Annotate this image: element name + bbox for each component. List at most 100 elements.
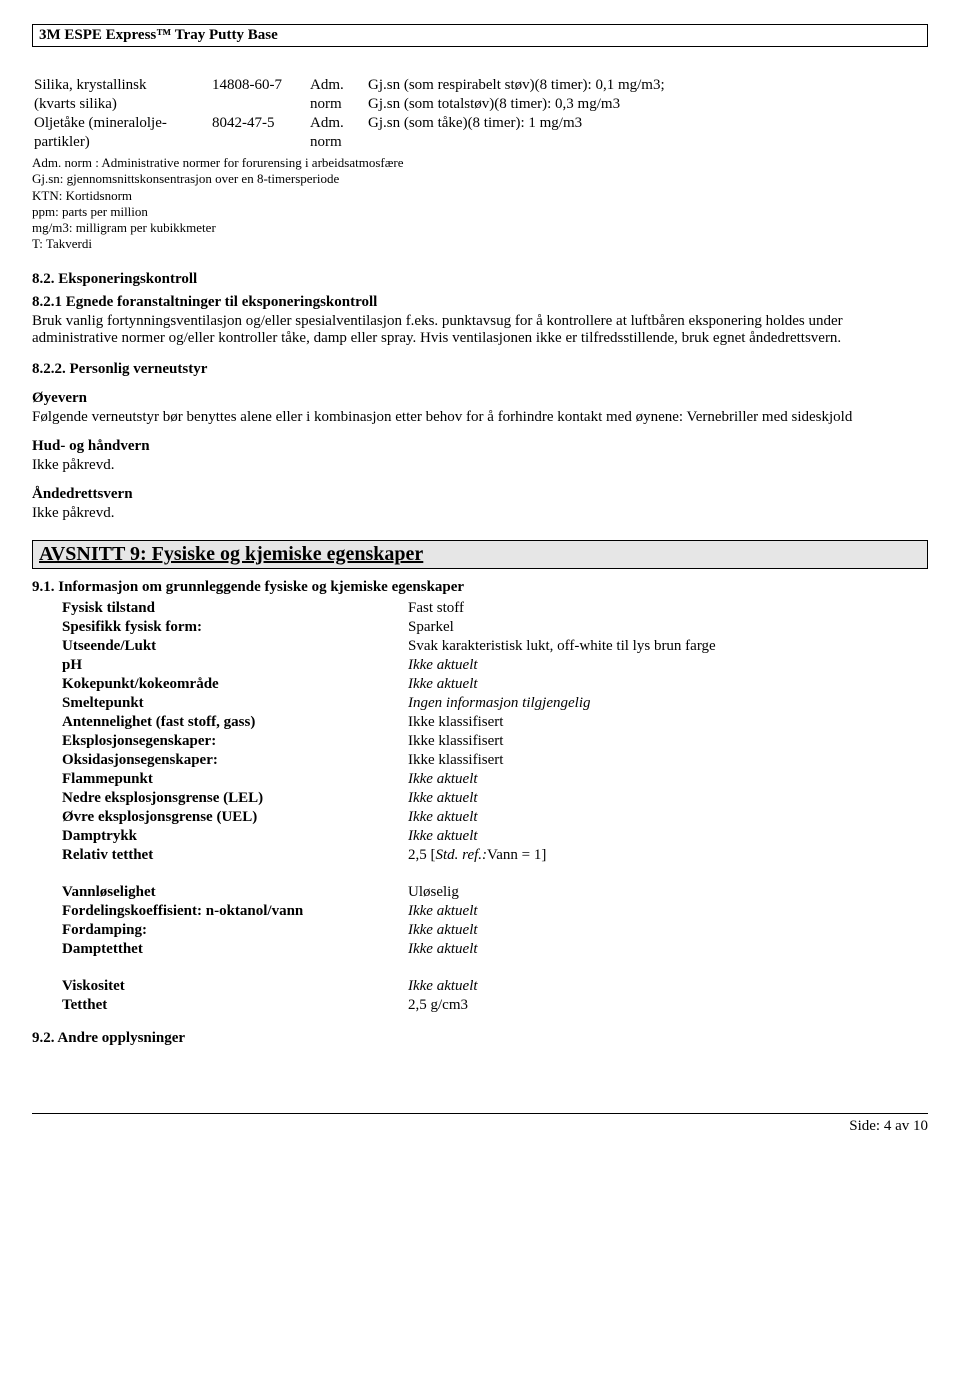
- property-label: Øvre eksplosjonsgrense (UEL): [62, 809, 406, 826]
- property-value: Ikke aktuelt: [408, 941, 482, 958]
- table-row: Oljetåke (mineralolje- 8042-47-5 Adm. Gj…: [34, 115, 671, 132]
- definition-line: KTN: Kortidsnorm: [32, 188, 928, 204]
- property-label: Viskositet: [62, 978, 406, 995]
- property-label: Fordelingskoeffisient: n-oktanol/vann: [62, 903, 406, 920]
- substance-name: Oljetåke (mineralolje-: [34, 115, 210, 132]
- table-row: FlammepunktIkke aktuelt: [62, 771, 720, 788]
- limit-value: Gj.sn (som totalstøv)(8 timer): 0,3 mg/m…: [368, 96, 671, 113]
- paragraph: Følgende verneutstyr bør benyttes alene …: [32, 409, 928, 426]
- table-row: SmeltepunktIngen informasjon tilgjengeli…: [62, 695, 720, 712]
- property-label: Spesifikk fysisk form:: [62, 619, 406, 636]
- heading-9-1: 9.1. Informasjon om grunnleggende fysisk…: [32, 579, 928, 596]
- table-row: pHIkke aktuelt: [62, 657, 720, 674]
- table-row: Relativ tetthet 2,5 [Std. ref.:Vann = 1]: [62, 847, 720, 864]
- property-label: Damptrykk: [62, 828, 406, 845]
- substance-name: Silika, krystallinsk: [34, 77, 210, 94]
- table-row: Nedre eksplosjonsgrense (LEL)Ikke aktuel…: [62, 790, 720, 807]
- property-label: Eksplosjonsegenskaper:: [62, 733, 406, 750]
- table-row: Utseende/LuktSvak karakteristisk lukt, o…: [62, 638, 720, 655]
- table-row: DamptrykkIkke aktuelt: [62, 828, 720, 845]
- property-value: 2,5 g/cm3: [408, 997, 482, 1014]
- property-value: Uløselig: [408, 884, 482, 901]
- table-row: Fordamping:Ikke aktuelt: [62, 922, 482, 939]
- property-value: Ingen informasjon tilgjengelig: [408, 695, 720, 712]
- property-value-text: Vann = 1]: [487, 847, 546, 863]
- property-label: Vannløselighet: [62, 884, 406, 901]
- property-value: Ikke aktuelt: [408, 790, 720, 807]
- property-value: Ikke aktuelt: [408, 903, 482, 920]
- table-row: Kokepunkt/kokeområdeIkke aktuelt: [62, 676, 720, 693]
- cas-number: 14808-60-7: [212, 77, 308, 94]
- property-label: pH: [62, 657, 406, 674]
- norm-type: norm: [310, 96, 366, 113]
- definition-line: Adm. norm : Administrative normer for fo…: [32, 155, 928, 171]
- substance-name: (kvarts silika): [34, 96, 210, 113]
- heading-9-2: 9.2. Andre opplysninger: [32, 1030, 928, 1047]
- property-label: Relativ tetthet: [62, 847, 406, 864]
- paragraph: Ikke påkrevd.: [32, 457, 928, 474]
- eye-protection-heading: Øyevern: [32, 390, 928, 407]
- definition-line: Gj.sn: gjennomsnittskonsentrasjon over e…: [32, 171, 928, 187]
- property-value: Ikke aktuelt: [408, 978, 482, 995]
- property-value: Ikke klassifisert: [408, 733, 720, 750]
- table-row: Spesifikk fysisk form:Sparkel: [62, 619, 720, 636]
- property-value: Ikke klassifisert: [408, 714, 720, 731]
- table-row: ViskositetIkke aktuelt: [62, 978, 482, 995]
- footer-rule: [32, 1113, 928, 1114]
- property-value: Ikke aktuelt: [408, 809, 720, 826]
- properties-table: VannløselighetUløseligFordelingskoeffisi…: [60, 882, 484, 960]
- limit-value: Gj.sn (som respirabelt støv)(8 timer): 0…: [368, 77, 671, 94]
- table-row: Fordelingskoeffisient: n-oktanol/vannIkk…: [62, 903, 482, 920]
- property-label: Smeltepunkt: [62, 695, 406, 712]
- paragraph: Ikke påkrevd.: [32, 505, 928, 522]
- table-row: (kvarts silika) norm Gj.sn (som totalstø…: [34, 96, 671, 113]
- table-row: Tetthet2,5 g/cm3: [62, 997, 482, 1014]
- property-value: Ikke klassifisert: [408, 752, 720, 769]
- table-row: Oksidasjonsegenskaper:Ikke klassifisert: [62, 752, 720, 769]
- document-title: 3M ESPE Express™ Tray Putty Base: [39, 27, 278, 43]
- property-value: Ikke aktuelt: [408, 676, 720, 693]
- norm-type: norm: [310, 134, 366, 151]
- norm-type: Adm.: [310, 77, 366, 94]
- paragraph: Bruk vanlig fortynningsventilasjon og/el…: [32, 313, 928, 347]
- property-value-text: 2,5 [: [408, 847, 436, 863]
- section-9-title: AVSNITT 9: Fysiske og kjemiske egenskape…: [39, 543, 423, 565]
- page-number: Side: 4 av 10: [32, 1118, 928, 1135]
- property-label: Utseende/Lukt: [62, 638, 406, 655]
- properties-table: Fysisk tilstandFast stoffSpesifikk fysis…: [60, 598, 722, 866]
- property-label: Fordamping:: [62, 922, 406, 939]
- skin-protection-heading: Hud- og håndvern: [32, 438, 928, 455]
- property-label: Nedre eksplosjonsgrense (LEL): [62, 790, 406, 807]
- respiratory-protection-heading: Åndedrettsvern: [32, 486, 928, 503]
- property-value: Ikke aktuelt: [408, 657, 720, 674]
- page-footer: Side: 4 av 10: [32, 1107, 928, 1135]
- table-row: partikler) norm: [34, 134, 671, 151]
- table-row: DamptetthetIkke aktuelt: [62, 941, 482, 958]
- definition-line: ppm: parts per million: [32, 204, 928, 220]
- definitions-block: Adm. norm : Administrative normer for fo…: [32, 155, 928, 253]
- exposure-limits-table: Silika, krystallinsk 14808-60-7 Adm. Gj.…: [32, 75, 673, 153]
- table-row: Eksplosjonsegenskaper:Ikke klassifisert: [62, 733, 720, 750]
- heading-8-2-2: 8.2.2. Personlig verneutstyr: [32, 361, 928, 378]
- property-value: Ikke aktuelt: [408, 922, 482, 939]
- property-value: Sparkel: [408, 619, 720, 636]
- document-title-box: 3M ESPE Express™ Tray Putty Base: [32, 24, 928, 47]
- table-row: VannløselighetUløselig: [62, 884, 482, 901]
- limit-value: Gj.sn (som tåke)(8 timer): 1 mg/m3: [368, 115, 671, 132]
- property-label: Tetthet: [62, 997, 406, 1014]
- property-label: Flammepunkt: [62, 771, 406, 788]
- table-row: Silika, krystallinsk 14808-60-7 Adm. Gj.…: [34, 77, 671, 94]
- property-label: Antennelighet (fast stoff, gass): [62, 714, 406, 731]
- property-value-ref: Std. ref.:: [436, 847, 488, 863]
- table-row: Antennelighet (fast stoff, gass)Ikke kla…: [62, 714, 720, 731]
- property-label: Damptetthet: [62, 941, 406, 958]
- property-label: Fysisk tilstand: [62, 600, 406, 617]
- property-value: Ikke aktuelt: [408, 771, 720, 788]
- cas-number: 8042-47-5: [212, 115, 308, 132]
- properties-table: ViskositetIkke aktueltTetthet2,5 g/cm3: [60, 976, 484, 1016]
- definition-line: T: Takverdi: [32, 236, 928, 252]
- property-value: Fast stoff: [408, 600, 720, 617]
- heading-8-2: 8.2. Eksponeringskontroll: [32, 271, 928, 288]
- table-row: Øvre eksplosjonsgrense (UEL)Ikke aktuelt: [62, 809, 720, 826]
- table-row: Fysisk tilstandFast stoff: [62, 600, 720, 617]
